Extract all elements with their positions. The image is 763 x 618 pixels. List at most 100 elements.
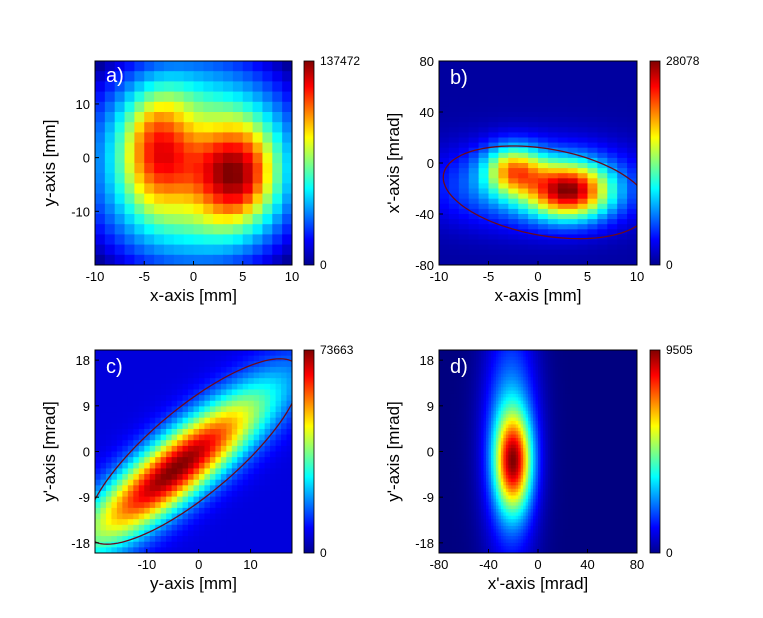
heatmap-cell <box>468 71 480 77</box>
heatmap-cell <box>473 397 477 402</box>
heatmap-cell <box>508 377 512 382</box>
heatmap-cell <box>495 370 500 375</box>
heatmap-cell <box>557 163 569 169</box>
heatmap-cell <box>104 122 116 133</box>
heatmap-cell <box>171 457 178 464</box>
heatmap-cell <box>259 366 266 374</box>
heatmap-cell <box>567 239 579 246</box>
heatmap-cell <box>182 524 189 532</box>
heatmap-cell <box>567 137 579 144</box>
heatmap-cell <box>567 61 579 67</box>
heatmap-cell <box>127 462 134 470</box>
heatmap-cell <box>528 96 539 103</box>
heatmap-cell <box>458 421 462 426</box>
heatmap-cell <box>138 457 145 464</box>
heatmap-cell <box>587 198 598 205</box>
heatmap-cell <box>567 397 571 402</box>
heatmap-cell <box>632 400 636 405</box>
heatmap-cell <box>575 350 579 354</box>
heatmap-cell <box>461 377 465 382</box>
heatmap-cell <box>116 462 123 470</box>
heatmap-cell <box>589 444 594 449</box>
heatmap-cell <box>528 448 532 453</box>
heatmap-cell <box>513 363 517 368</box>
heatmap-cell <box>513 441 517 446</box>
heatmap-cell <box>171 378 178 385</box>
heatmap-cell <box>612 380 616 385</box>
heatmap-cell <box>520 441 524 446</box>
heatmap-cell <box>182 412 189 419</box>
heatmap-cell <box>203 142 214 154</box>
heatmap-cell <box>528 152 539 159</box>
heatmap-cell <box>100 502 107 509</box>
heatmap-cell <box>508 434 512 439</box>
x-tick-label: 10 <box>630 269 644 284</box>
heatmap-cell <box>463 400 467 405</box>
heatmap-cell <box>182 536 189 543</box>
heatmap-cell <box>493 407 497 412</box>
heatmap-cell <box>100 383 107 391</box>
heatmap-cell <box>488 234 499 241</box>
heatmap-cell <box>547 208 559 215</box>
heatmap-cell <box>209 434 216 441</box>
heatmap-cell <box>612 404 616 409</box>
heatmap-cell <box>498 239 509 246</box>
heatmap-cell <box>453 421 457 426</box>
heatmap-cell <box>237 428 244 436</box>
heatmap-cell <box>439 86 450 93</box>
heatmap-cell <box>520 424 524 429</box>
heatmap-cell <box>138 406 145 413</box>
heatmap-cell <box>198 445 206 453</box>
heatmap-cell <box>488 448 492 453</box>
heatmap-cell <box>597 142 608 149</box>
heatmap-cell <box>171 547 178 553</box>
heatmap-cell <box>448 451 452 456</box>
heatmap-cell <box>508 360 512 365</box>
heatmap-cell <box>471 437 475 442</box>
heatmap-cell <box>138 541 145 548</box>
heatmap-cell <box>550 410 554 415</box>
heatmap-cell <box>594 424 598 429</box>
heatmap-cell <box>562 414 566 419</box>
heatmap-cell <box>530 390 534 395</box>
heatmap-cell <box>597 441 601 446</box>
heatmap-cell <box>248 440 255 447</box>
heatmap-cell <box>538 373 542 378</box>
heatmap-cell <box>594 448 598 453</box>
heatmap-cell <box>624 377 628 382</box>
heatmap-cell <box>547 380 551 385</box>
heatmap-cell <box>607 417 611 422</box>
heatmap-cell <box>220 383 227 391</box>
heatmap-cell <box>604 377 608 382</box>
heatmap-cell <box>248 468 255 475</box>
heatmap-cell <box>270 440 277 447</box>
heatmap-cell <box>478 208 490 215</box>
heatmap-cell <box>448 441 452 446</box>
heatmap-cell <box>215 412 222 419</box>
heatmap-cell <box>182 378 189 385</box>
heatmap-cell <box>182 440 189 447</box>
heatmap-cell <box>503 437 507 442</box>
heatmap-cell <box>592 390 596 395</box>
heatmap-cell <box>562 350 566 354</box>
heatmap-cell <box>587 373 591 378</box>
heatmap-cell <box>204 372 211 379</box>
heatmap-cell <box>614 377 618 382</box>
heatmap-cell <box>127 451 134 458</box>
heatmap-cell <box>557 224 569 230</box>
heatmap-cell <box>473 404 477 409</box>
heatmap-cell <box>515 407 519 412</box>
heatmap-cell <box>607 219 618 225</box>
heatmap-cell <box>281 485 288 492</box>
heatmap-cell <box>272 224 283 235</box>
heatmap-cell <box>500 427 504 432</box>
heatmap-cell <box>105 490 113 498</box>
heatmap-cell <box>614 414 618 419</box>
heatmap-cell <box>456 444 460 449</box>
heatmap-cell <box>597 81 608 88</box>
heatmap-cell <box>587 390 591 395</box>
heatmap-cell <box>547 417 551 422</box>
heatmap-cell <box>555 380 559 385</box>
heatmap-cell <box>547 157 559 164</box>
heatmap-cell <box>607 127 618 133</box>
